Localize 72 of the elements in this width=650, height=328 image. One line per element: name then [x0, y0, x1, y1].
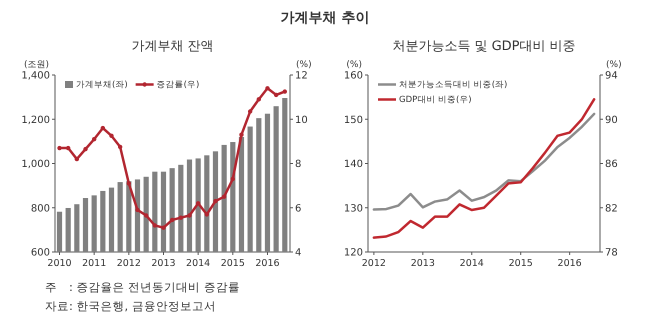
point	[118, 144, 122, 150]
y2-tick-label: 82	[605, 203, 618, 214]
y2-tick-label: 4	[295, 248, 302, 258]
x-tick-label: 2011	[82, 258, 106, 269]
point	[83, 146, 88, 152]
y2-tick-label: 78	[605, 248, 618, 258]
line-series	[372, 112, 596, 211]
x-tick-label: 2014	[460, 258, 484, 269]
legend-label: 처분가능소득대비 비중(좌)	[399, 80, 508, 90]
y-tick-label: 1,200	[21, 114, 50, 126]
chart-title: 가계부채 잔액	[131, 39, 214, 54]
y-tick-label: 1,400	[21, 70, 50, 82]
point	[222, 194, 226, 199]
y2-tick-label: 10	[295, 114, 308, 126]
point	[109, 134, 114, 138]
x-tick-label: 2012	[362, 258, 386, 269]
y-tick-label: 140	[344, 159, 363, 170]
point	[92, 136, 96, 142]
point	[152, 223, 158, 228]
y2-tick-label: 94	[605, 70, 618, 82]
point	[204, 212, 210, 217]
y-tick-label: 120	[344, 248, 363, 258]
y2-tick-label: 12	[295, 70, 308, 82]
point	[144, 213, 148, 218]
point	[170, 218, 174, 222]
y-tick-label: 160	[344, 70, 363, 82]
text: 가계부채 추이	[280, 10, 370, 26]
y2-tick-label: 90	[605, 114, 618, 126]
point	[187, 213, 192, 218]
point	[213, 198, 218, 204]
point	[161, 225, 166, 230]
chart-title: 처분가능소득 및 GDP대비 비중	[392, 39, 576, 54]
point	[66, 146, 70, 150]
point	[274, 92, 278, 98]
x-tick-label: 2016	[255, 258, 280, 269]
y-tick-label: 1,000	[21, 159, 50, 170]
y-tick-label: 800	[30, 203, 50, 214]
legend-label: 증감률(우)	[156, 80, 200, 90]
x-tick-label: 2015	[508, 258, 533, 269]
y-axis-title: (%)	[346, 60, 362, 70]
point	[239, 132, 244, 137]
x-tick-label: 2014	[186, 258, 210, 269]
x-tick-label: 2013	[151, 258, 176, 269]
point	[57, 146, 62, 150]
text: 주 : 증감율은 전년동기대비 증감률	[45, 280, 240, 294]
point	[126, 181, 132, 186]
y-tick-label: 150	[344, 114, 363, 126]
y2-tick-label: 86	[605, 159, 618, 170]
point	[282, 89, 287, 94]
y-tick-label: 600	[30, 248, 50, 258]
text: 자료: 한국은행, 금융안정보고서	[45, 299, 216, 313]
y-axis-title: (조원)	[24, 60, 49, 70]
point	[74, 156, 80, 162]
y2-axis-title: (%)	[296, 60, 312, 70]
point	[230, 176, 236, 182]
point	[256, 97, 262, 102]
y2-tick-label: 6	[295, 203, 302, 214]
x-tick-label: 2010	[47, 258, 72, 269]
x-tick-label: 2013	[410, 258, 435, 269]
y2-tick-label: 8	[295, 159, 302, 170]
x-tick-label: 2015	[220, 258, 245, 269]
legend-label: GDP대비 비중(우)	[399, 95, 472, 105]
y2-axis-title: (%)	[606, 60, 622, 70]
x-tick-label: 2012	[116, 258, 141, 269]
legend-label: 가계부채(좌)	[76, 80, 128, 90]
point	[100, 126, 106, 130]
point	[248, 109, 252, 114]
point	[265, 86, 270, 90]
point	[135, 208, 140, 212]
y-tick-label: 130	[344, 203, 363, 214]
point	[178, 216, 184, 220]
x-tick-label: 2016	[558, 258, 582, 269]
